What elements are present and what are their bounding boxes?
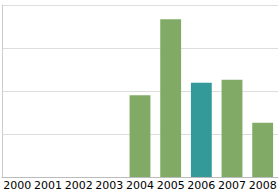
svg-text:2008: 2008 [249,179,277,192]
svg-text:2005: 2005 [157,179,185,192]
svg-text:2001: 2001 [34,179,62,192]
svg-text:2006: 2006 [187,179,215,192]
svg-text:2003: 2003 [95,179,123,192]
svg-text:2000: 2000 [3,179,31,192]
svg-text:2007: 2007 [218,179,246,192]
svg-text:2004: 2004 [126,179,154,192]
svg-text:2002: 2002 [65,179,93,192]
